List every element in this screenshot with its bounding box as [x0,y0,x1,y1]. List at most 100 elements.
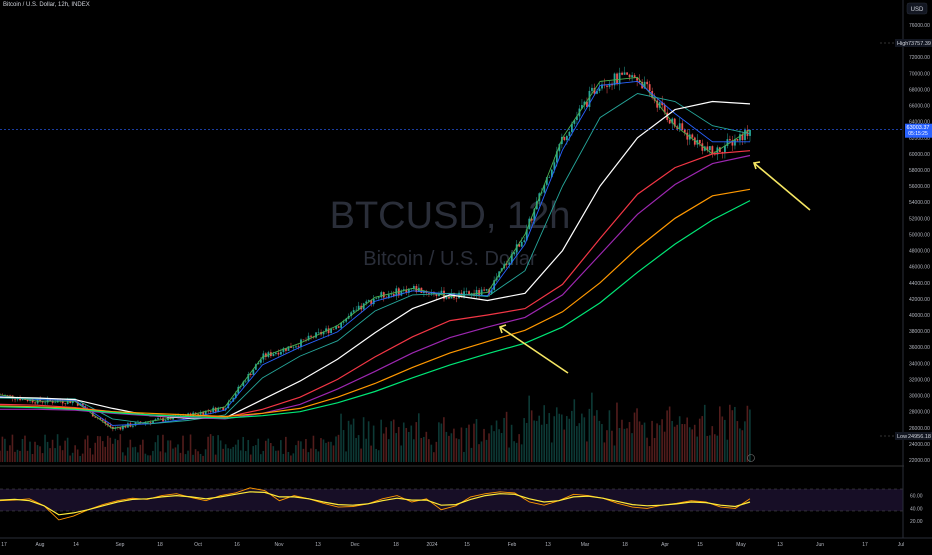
volume-bar [515,442,518,462]
volume-bar [287,451,290,462]
candle-body [109,425,112,427]
candle-body [606,85,608,87]
volume-bar [217,435,219,462]
candle-body [455,298,458,299]
candle-body [325,328,327,332]
volume-bar [734,406,736,462]
candle-body [197,413,200,415]
rsi-smooth-line [0,491,751,516]
time-axis-ticks[interactable]: 17 Aug 14 Sep 18 Oct 16 Nov 13 Dec 18 2024 15 Feb 13 Ma… [1,542,904,548]
volume-bar [548,413,551,462]
volume-bar [297,440,300,462]
volume-bar [277,450,280,462]
candle-body [157,418,159,420]
price-axis[interactable] [904,0,932,538]
volume-bar [465,427,468,462]
volume-bar [132,447,134,462]
volume-bar [430,444,433,462]
candle-body [616,73,618,85]
volume-bar [24,435,26,462]
candle-body [565,135,568,141]
candle-body [81,403,84,407]
volume-bar [571,410,573,462]
candle-body [61,401,64,404]
candle-body [643,81,646,89]
rsi-tick-label: 20.00 [910,519,923,525]
price-tick-label: 64000.00 [909,120,930,126]
candle-body [591,87,593,91]
volume-bar [503,417,505,462]
volume-bar [184,454,187,462]
time-tick-label: Apr [661,542,669,548]
event-marker-icon[interactable] [747,454,755,462]
price-tick-label: 44000.00 [909,281,930,287]
volume-bar [367,421,370,462]
candle-body [493,280,496,290]
volume-bar [520,444,523,462]
volume-bar [438,422,440,462]
volume-bar [365,438,367,462]
candle-body [71,400,74,404]
volume-bar [435,441,438,462]
candle-body [533,209,536,221]
volume-bar [360,448,362,462]
volume-bar [423,436,425,462]
volume-bar [0,450,1,462]
volume-bar [568,418,571,462]
candle-body [214,407,217,412]
candle-body [749,129,751,136]
volume-bar [59,445,61,462]
volume-bar [681,423,683,462]
volume-bar [229,448,232,462]
volume-bar [142,439,144,462]
volume-bar [538,415,540,462]
candle-body [377,297,380,299]
volume-bar [505,411,508,462]
time-tick-label: Oct [194,542,202,548]
volume-bar [671,420,673,462]
volume-bar [19,450,21,462]
volume-bar [621,419,623,462]
volume-bar [578,423,581,462]
volume-bar [713,434,716,462]
volume-bar [701,416,704,462]
candle-body [488,289,491,294]
volume-bar [385,427,387,462]
volume-bar [683,424,686,462]
rsi-axis-ticks: 60.00 40.00 20.00 [910,494,923,526]
volume-bar [417,413,420,462]
time-tick-label: Jun [816,542,824,548]
volume-bar [626,428,628,462]
volume-bar [6,450,9,462]
time-tick-label: Jul [898,542,904,548]
candle-body [721,152,724,153]
volume-bar [357,435,360,462]
candle-body [99,418,102,420]
time-tick-label: Sep [116,542,125,548]
volume-bar [478,444,480,462]
candle-body [646,81,649,85]
price-tick-label: 46000.00 [909,265,930,271]
volume-bar [182,435,184,462]
volume-bar [285,436,287,462]
candle-body [681,123,684,130]
volume-bar [109,437,112,462]
volume-bar [450,433,453,462]
volume-bar [598,420,601,462]
rsi-band [0,489,903,511]
volume-bar [66,437,69,462]
candle-body [407,288,410,293]
candle-body [142,423,144,424]
candle-body [480,289,483,296]
currency-button[interactable] [906,2,928,15]
volume-bar [453,428,455,462]
volume-bar [581,413,583,462]
volume-bar [718,406,721,462]
volume-bar [212,435,214,462]
volume-bar [137,452,139,462]
volume-bar [44,434,46,462]
volume-bar [39,446,41,462]
volume-bar [106,435,109,462]
